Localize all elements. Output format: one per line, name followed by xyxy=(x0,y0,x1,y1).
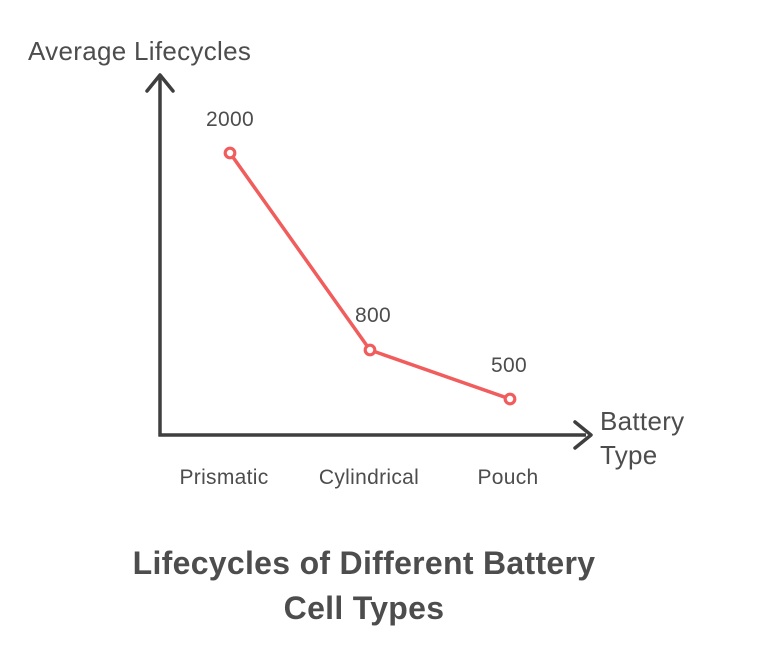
value-label-prismatic: 2000 xyxy=(206,108,254,131)
category-label-pouch: Pouch xyxy=(477,466,539,489)
y-axis-arrow-icon xyxy=(145,73,175,93)
chart-title: Lifecycles of Different Battery Cell Typ… xyxy=(0,541,728,631)
chart-title-line1: Lifecycles of Different Battery xyxy=(132,545,596,581)
x-axis-label: Battery Type xyxy=(600,404,684,472)
x-axis-label-line1: Battery xyxy=(600,406,685,436)
series-line xyxy=(228,151,512,401)
y-axis-label: Average Lifecycles xyxy=(28,36,252,66)
category-label-prismatic: Prismatic xyxy=(179,466,269,489)
category-label-cylindrical: Cylindrical xyxy=(318,466,420,489)
value-label-pouch: 500 xyxy=(491,354,527,377)
data-point-marker-pouch xyxy=(503,392,517,406)
value-label-cylindrical: 800 xyxy=(355,304,391,327)
data-point-marker-prismatic xyxy=(223,146,237,160)
x-axis-arrow-icon xyxy=(573,420,593,450)
data-point-marker-cylindrical xyxy=(363,343,377,357)
x-axis-label-line2: Type xyxy=(600,440,658,470)
chart-title-line2: Cell Types xyxy=(283,590,445,626)
